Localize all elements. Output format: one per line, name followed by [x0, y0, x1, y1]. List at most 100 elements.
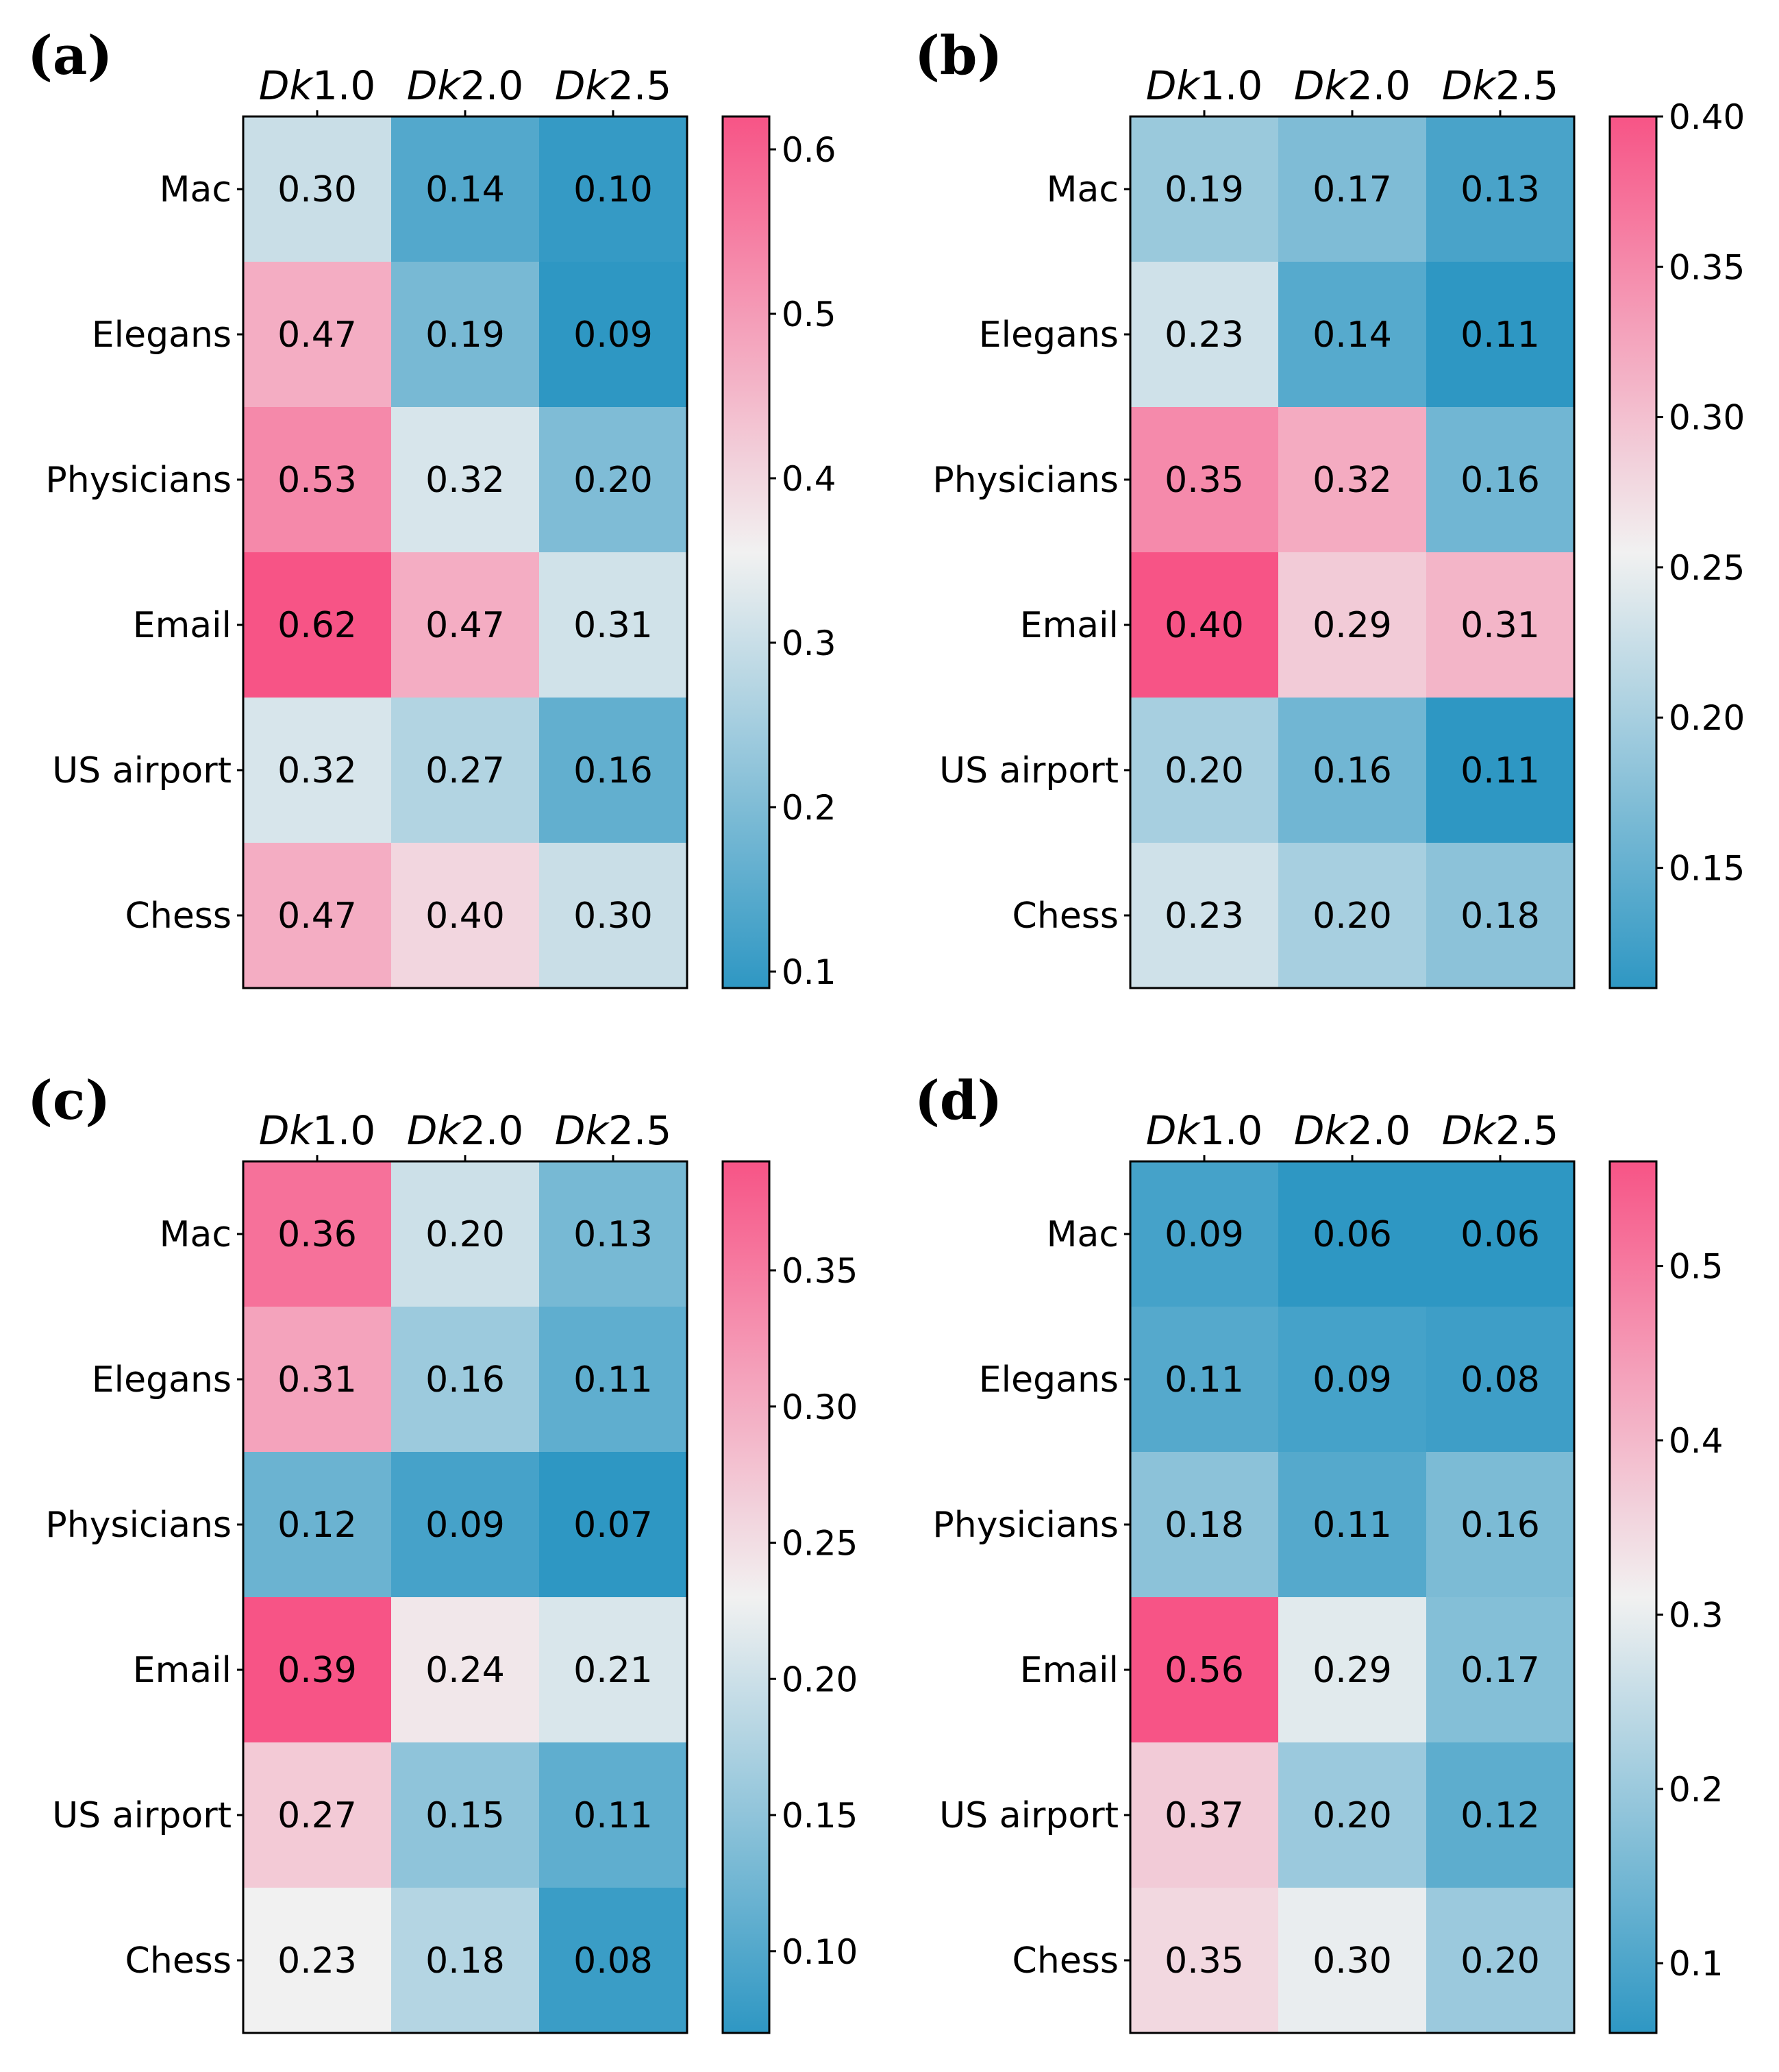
column-label-prefix: Dk	[555, 62, 610, 109]
column-label-prefix: Dk	[259, 62, 314, 109]
heatmap-cell-physicians-dk1-0	[1130, 1452, 1279, 1598]
cell-value-label: 0.17	[1313, 169, 1392, 210]
heatmap-cell-chess-dk2-5	[1426, 843, 1575, 989]
column-label-prefix: Dk	[407, 62, 462, 109]
cell-value-label: 0.09	[425, 1505, 505, 1546]
cell-value-label: 0.32	[425, 460, 505, 501]
cell-value-label: 0.06	[1313, 1214, 1392, 1255]
cell-value-label: 0.16	[1460, 460, 1540, 501]
heatmap-cell-mac-dk2-0	[391, 116, 540, 262]
heatmap-cell-mac-dk2-0	[1278, 116, 1427, 262]
row-label-mac: Mac	[160, 169, 232, 210]
column-label-value: 2.0	[1347, 1107, 1410, 1154]
heatmap-cell-us-airport-dk2-5	[1426, 1742, 1575, 1888]
colorbar-tick-label: 0.15	[1669, 849, 1745, 889]
heatmap-cell-us-airport-dk2-0	[1278, 698, 1427, 843]
cell-value-label: 0.13	[1460, 169, 1540, 210]
heatmap-cell-chess-dk2-5	[539, 843, 688, 989]
colorbar-tick-label: 0.20	[1669, 698, 1745, 738]
cell-value-label: 0.23	[277, 1940, 357, 1982]
row-label-elegans: Elegans	[92, 1359, 232, 1401]
colorbar	[721, 1160, 771, 2034]
heatmap-cell-email-dk1-0	[243, 1597, 392, 1743]
heatmap-cell-mac-dk1-0	[243, 1161, 392, 1307]
colorbar-tick-label: 0.1	[1669, 1944, 1724, 1984]
cell-value-label: 0.29	[1313, 1650, 1392, 1691]
colorbar-tick-label: 0.15	[782, 1796, 858, 1836]
panel-label: (d)	[915, 1070, 1002, 1132]
heatmap-cell-mac-dk1-0	[1130, 116, 1279, 262]
cell-value-label: 0.09	[1165, 1214, 1244, 1255]
heatmap-cell-us-airport-dk2-5	[539, 1742, 688, 1888]
heatmap-cell-email-dk2-0	[391, 552, 540, 698]
cell-value-label: 0.32	[277, 750, 357, 791]
cell-value-label: 0.12	[277, 1505, 357, 1546]
cell-value-label: 0.19	[425, 314, 505, 356]
colorbar-tick-label: 0.20	[782, 1660, 858, 1699]
heatmap-cell-elegans-dk2-5	[1426, 262, 1575, 408]
column-label-value: 2.0	[1347, 62, 1410, 109]
colorbar-tick-label: 0.3	[782, 624, 836, 663]
heatmap-cell-chess-dk1-0	[243, 1888, 392, 2034]
heatmap-cell-physicians-dk1-0	[243, 407, 392, 553]
column-label-dk2-5: Dk2.5	[1442, 62, 1559, 109]
row-label-elegans: Elegans	[979, 1359, 1119, 1401]
colorbar-tick-label: 0.2	[1669, 1770, 1724, 1810]
column-label-value: 2.5	[608, 62, 671, 109]
row-label-chess: Chess	[125, 1940, 232, 1982]
cell-value-label: 0.20	[425, 1214, 505, 1255]
heatmap-cell-physicians-dk2-0	[1278, 407, 1427, 553]
cell-value-label: 0.53	[277, 460, 357, 501]
cell-value-label: 0.23	[1165, 314, 1244, 356]
cell-value-label: 0.18	[1165, 1505, 1244, 1546]
cell-value-label: 0.56	[1165, 1650, 1244, 1691]
heatmap-cell-email-dk2-0	[391, 1597, 540, 1743]
column-label-dk2-0: Dk2.0	[1294, 62, 1411, 109]
row-label-chess: Chess	[1012, 896, 1119, 937]
column-label-value: 2.0	[460, 62, 523, 109]
cell-value-label: 0.20	[1313, 896, 1392, 937]
row-label-mac: Mac	[1047, 1214, 1119, 1255]
column-label-dk1-0: Dk1.0	[259, 1107, 376, 1154]
colorbar-tick-label: 0.2	[782, 788, 836, 828]
cell-value-label: 0.10	[573, 169, 653, 210]
cell-value-label: 0.16	[1460, 1505, 1540, 1546]
cell-value-label: 0.40	[1165, 605, 1244, 646]
column-label-dk2-5: Dk2.5	[555, 1107, 672, 1154]
cell-value-label: 0.14	[1313, 314, 1392, 356]
column-label-prefix: Dk	[1442, 1107, 1497, 1154]
cell-value-label: 0.29	[1313, 605, 1392, 646]
panel-c: (c) 0.36 0.20 0.13 0.31 0.16 0.11 0.12 0.09 0.07 0…	[27, 1070, 858, 2034]
heatmap-cell-us-airport-dk2-5	[1426, 698, 1575, 843]
column-label-value: 2.5	[608, 1107, 671, 1154]
panel-a: (a) 0.30 0.14 0.10 0.47 0.19 0.09 0.53 0.32 0.20 0…	[27, 25, 836, 992]
panel-d: (d) 0.09 0.06 0.06 0.11 0.09 0.08 0.18 0.11 0.16 0…	[915, 1070, 1724, 2034]
cell-value-label: 0.11	[573, 1359, 653, 1401]
heatmap-cell-physicians-dk1-0	[243, 1452, 392, 1598]
heatmap-cell-email-dk2-5	[1426, 552, 1575, 698]
heatmap-cell-mac-dk2-0	[1278, 1161, 1427, 1307]
cell-value-label: 0.31	[1460, 605, 1540, 646]
cell-value-label: 0.24	[425, 1650, 505, 1691]
heatmap-cell-email-dk2-5	[539, 1597, 688, 1743]
panel-label: (c)	[27, 1070, 110, 1132]
cell-value-label: 0.47	[425, 605, 505, 646]
heatmap-cell-us-airport-dk1-0	[1130, 1742, 1279, 1888]
colorbar-tick-label: 0.1	[782, 952, 836, 992]
cell-value-label: 0.30	[277, 169, 357, 210]
heatmap-cell-mac-dk2-0	[391, 1161, 540, 1307]
heatmap-cell-mac-dk2-5	[1426, 1161, 1575, 1307]
colorbar-tick-label: 0.5	[1669, 1247, 1724, 1287]
cell-value-label: 0.11	[573, 1795, 653, 1836]
cell-value-label: 0.14	[425, 169, 505, 210]
heatmap-cell-elegans-dk1-0	[1130, 262, 1279, 408]
heatmap-cell-physicians-dk2-5	[1426, 407, 1575, 553]
heatmap-cell-mac-dk1-0	[1130, 1161, 1279, 1307]
cell-value-label: 0.19	[1165, 169, 1244, 210]
heatmap-cell-physicians-dk2-0	[391, 1452, 540, 1598]
row-label-us-airport: US airport	[939, 750, 1119, 791]
panel-label: (b)	[915, 25, 1002, 87]
cell-value-label: 0.09	[573, 314, 653, 356]
row-label-email: Email	[1020, 1650, 1119, 1691]
column-label-value: 1.0	[1199, 62, 1262, 109]
